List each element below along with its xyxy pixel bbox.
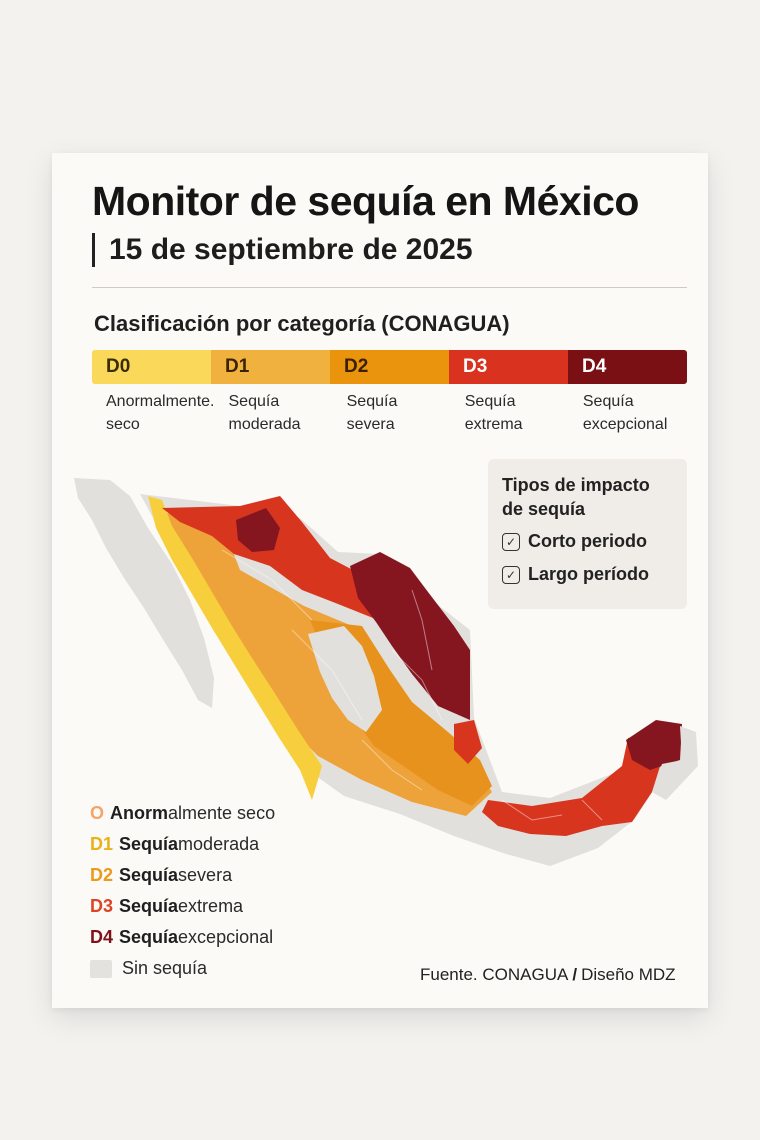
scale-label-d2: Sequía severa [333,390,451,436]
legend-item-d0: O Anorm almente seco [90,798,275,829]
map-region-d4-yucatan [626,720,682,770]
header-divider [92,287,687,288]
map-region-d3-south [482,736,662,836]
scale-label-d1-line1: Sequía [228,393,280,410]
impact-item-label: Corto periodo [528,531,647,551]
map-region-d4-north-pocket [236,508,280,552]
legend-code: D4 [90,927,114,947]
scale-segment-d1: D1 [211,350,330,384]
scale-label-d3-line1: Sequía [464,393,516,410]
legend-code: O [90,803,105,823]
legend-item-d1: D1 Sequía moderada [90,829,275,860]
legend-label-none: Sin sequía [122,958,208,978]
map-region-baja-california [74,478,214,708]
scale-label-d4-line2: excepcional [582,416,668,433]
legend-item-d3: D3 Sequía extrema [90,891,275,922]
legend-swatch-none [90,959,112,978]
map-legend: O Anorm almente seco D1 Sequía moderada D… [90,798,275,984]
map-state-borders [221,549,603,821]
impact-types-panel: Tipos de impacto de sequía ✓ Corto perio… [488,459,687,609]
legend-label-rest: extrema [178,896,244,916]
impact-item-short-term[interactable]: ✓ Corto periodo [502,531,673,552]
page-title: Monitor de sequía en México [92,178,639,224]
map-region-d3-gulf [454,720,482,764]
scale-label-d0-line1: Anormalmente. [106,393,215,410]
scale-label-d2-line2: severa [346,416,395,433]
legend-item-d4: D4 Sequía excepcional [90,922,275,953]
scale-label-d4: Sequía excepcional [569,390,687,436]
legend-item-none: Sin sequía [90,953,275,984]
scale-label-d1-line2: moderada [228,416,301,433]
date-accent-bar [92,233,95,267]
legend-label-rest: almente seco [168,803,276,823]
impact-item-label: Largo período [528,564,649,584]
legend-label-rest: moderada [178,834,260,854]
scale-segment-d3: D3 [449,350,568,384]
date-row: 15 de septiembre de 2025 [92,233,473,267]
scale-segment-d2: D2 [330,350,449,384]
map-region-yucatan-east [652,726,698,800]
source-prefix: Fuente. CONAGUA [420,965,569,984]
map-region-d4-northeast [350,552,470,720]
legend-code: D1 [90,834,114,854]
impact-types-title: Tipos de impacto de sequía [502,475,650,519]
scale-label-d2-line1: Sequía [346,393,398,410]
impact-item-long-term[interactable]: ✓ Largo período [502,564,673,585]
scale-label-d3: Sequía extrema [451,390,569,436]
legend-label-rest: excepcional [178,927,274,947]
category-scale-bar: D0 D1 D2 D3 D4 [92,350,687,384]
scale-segment-d0: D0 [92,350,211,384]
scale-label-d0: Anormalmente. seco [92,390,215,436]
map-region-d3-north [162,496,392,620]
scale-segment-d4: D4 [568,350,687,384]
legend-label-bold: Sequía [119,896,179,916]
checkbox-icon[interactable]: ✓ [502,532,520,551]
legend-label-bold: Sequía [119,834,179,854]
map-region-d0-coast [148,496,322,800]
legend-label-bold: Anorm [110,803,169,823]
legend-label-rest: severa [178,865,233,885]
map-region-highlands-none [308,626,382,732]
legend-code: D2 [90,865,114,885]
source-credit: Fuente. CONAGUA / Diseño MDZ [420,965,676,985]
scale-label-d1: Sequía moderada [215,390,333,436]
source-separator: / [572,965,578,984]
scale-label-d3-line2: extrema [464,416,523,433]
legend-label-bold: Sequía [119,865,179,885]
source-credit-name: Diseño MDZ [581,965,676,984]
classification-title: Clasificación por categoría (CONAGUA) [94,311,510,336]
checkbox-icon[interactable]: ✓ [502,565,520,584]
category-scale-labels: Anormalmente. seco Sequía moderada Sequí… [92,390,687,436]
legend-label-bold: Sequía [119,927,179,947]
report-date: 15 de septiembre de 2025 [109,233,473,266]
mexico-drought-map [74,478,698,866]
scale-label-d0-line2: seco [106,416,140,433]
scale-label-d4-line1: Sequía [582,393,634,410]
legend-code: D3 [90,896,114,916]
legend-item-d2: D2 Sequía severa [90,860,275,891]
